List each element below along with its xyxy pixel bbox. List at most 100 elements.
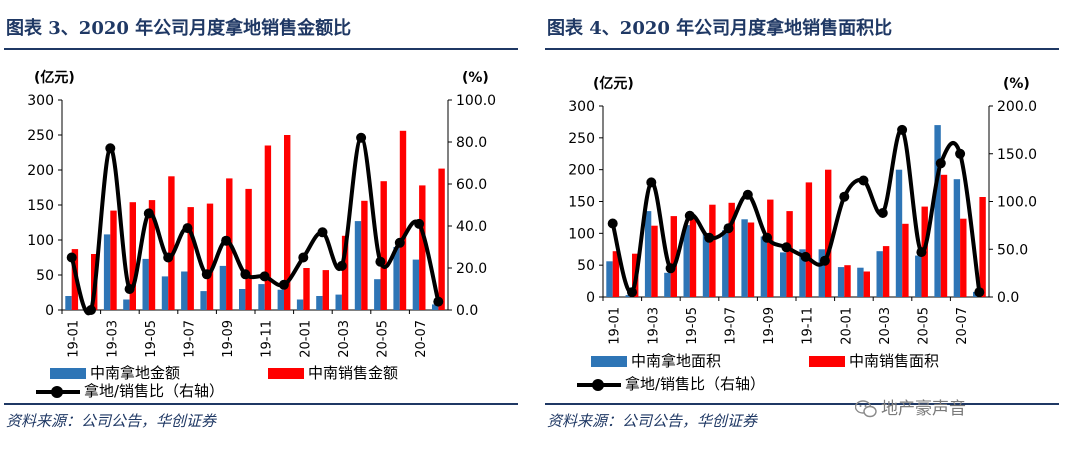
land-bar [760,236,768,297]
ratio-point [278,279,289,290]
land-bar [953,179,961,297]
right-axis-tick-label: 40.0 [456,219,487,235]
land-bar [915,255,922,297]
x-axis-tick-label: 19-01 [67,320,82,358]
right-axis-tick-label: 100.0 [997,195,1037,211]
land-bar [876,251,883,297]
sales-bar [747,222,755,297]
sales-bar [767,199,774,297]
land-bar [799,249,806,298]
sales-bar [940,174,948,297]
blue-bar-swatch [591,356,627,367]
land-bar [161,276,169,310]
legend-label: 中南拿地金额 [90,364,181,382]
ratio-point [858,175,869,186]
x-axis-tick-label: 20-07 [414,320,429,358]
land-bar [335,294,342,310]
ratio-point [124,284,135,294]
right-axis-unit: (%) [462,70,489,86]
sales-bar [844,265,851,297]
left-axis-tick-label: 100 [27,233,54,249]
ratio-point [646,177,657,188]
sales-bar [882,246,890,297]
x-axis-tick-label: 20-07 [955,307,970,345]
ratio-point [182,223,193,234]
sales-bar [709,204,716,297]
land-bar [374,279,381,310]
land-bar [277,289,284,310]
left-axis-tick-label: 250 [27,128,54,144]
right-axis-tick-label: 0.0 [456,303,478,319]
ratio-point [665,263,676,274]
right-axis-tick-label: 50.0 [997,242,1028,258]
x-axis-tick-label: 19-03 [646,307,661,345]
x-axis-tick-label: 20-01 [839,307,854,345]
source-divider [545,403,1059,405]
x-axis-tick-label: 19-05 [685,307,700,345]
land-bar [664,272,671,297]
x-axis-tick-label: 20-05 [916,307,931,345]
land-bar [702,233,710,297]
land-bar [296,299,304,310]
land-bar [239,289,246,310]
sales-bar [786,211,793,297]
ratio-point [742,189,753,200]
sales-bar [438,168,445,310]
ratio-point [317,227,328,238]
x-axis-tick-label: 19-11 [801,307,816,345]
x-axis-tick-label: 20-05 [375,320,390,358]
x-axis-tick-label: 20-03 [337,320,352,358]
legend-item-land-amount: 中南拿地金额 [50,362,180,383]
land-bar [857,267,864,297]
ratio-point [298,252,309,263]
ratio-point [375,256,386,267]
right-axis-tick-label: 60.0 [456,177,487,193]
ratio-point [839,191,850,202]
sales-bar [805,182,813,297]
left-axis-tick-label: 300 [27,93,54,109]
blue-bar-swatch [50,368,86,379]
source-note: 资料来源：公司公告，华创证券 [6,412,217,430]
ratio-point [201,269,212,280]
sales-bar [110,210,117,310]
ratio-point [143,208,154,219]
ratio-point [704,232,715,243]
sales-bar [612,251,620,297]
legend-label: 拿地/销售比（右轴） [625,375,766,393]
left-axis-tick-label: 150 [568,195,595,211]
ratio-point [935,158,946,169]
land-bar [644,211,652,297]
watermark-text: 地产豪声音 [881,399,966,419]
ratio-point [800,251,811,262]
right-axis-tick-label: 200.0 [997,99,1037,115]
left-axis-tick-label: 250 [568,131,595,147]
land-bar [219,265,227,310]
sales-bar [902,223,909,297]
ratio-point [163,252,174,263]
legend-label: 拿地/销售比（右轴） [84,382,225,400]
ratio-point [356,132,367,143]
x-axis-tick-label: 19-09 [762,307,777,345]
sales-bar [651,225,658,297]
line-marker-swatch [577,378,621,392]
land-bar [606,261,613,297]
line-marker-swatch [36,385,80,399]
right-panel: 图表 4、2020 年公司月度拿地销售面积比 (亿元) (%) 0 50 100 150 2… [541,0,1063,452]
sales-bar [148,200,156,310]
left-axis-unit: (亿元) [34,69,75,86]
left-axis-tick-label: 0 [586,290,595,306]
left-axis-tick-label: 100 [568,226,595,242]
ratio-point [394,237,405,248]
right-axis-tick-label: 20.0 [456,261,487,277]
land-bar [200,291,207,310]
x-axis-tick-label: 20-03 [878,307,893,345]
land-bar [412,259,420,310]
sales-bar [670,216,677,297]
land-bar [432,304,439,310]
ratio-point [105,143,116,154]
legend-item-ratio: 拿地/销售比（右轴） [36,380,224,401]
sales-bar [168,176,175,310]
sales-bar [303,268,310,310]
land-bar [103,234,111,310]
red-bar-swatch [268,368,304,379]
